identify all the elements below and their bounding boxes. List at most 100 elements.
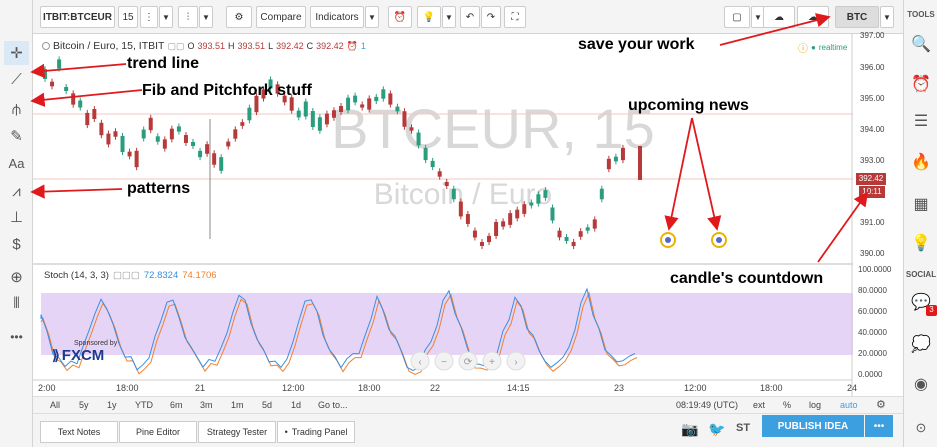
interval-menu-icon[interactable]: ⋮ [140,6,158,28]
patterns-icon[interactable]: ⩘ [12,182,21,200]
axis-option[interactable]: % [783,400,792,410]
range-button[interactable]: All [50,400,61,410]
chevron-down-icon[interactable]: ▼ [159,6,173,28]
range-button[interactable]: Go to... [318,400,348,410]
help-icon[interactable]: ⊙ [915,420,927,435]
candle [324,113,329,125]
chart-style-icon[interactable]: ⫶ [178,6,198,28]
chevron-down-icon[interactable]: ▼ [442,6,456,28]
fib-pitchfork-icon[interactable]: ⫛ [12,100,21,118]
chat-icon[interactable]: 💬 [911,294,931,311]
more-icon[interactable]: ••• [10,330,23,344]
publish-idea-button[interactable]: PUBLISH IDEA [762,415,864,437]
ideas-icon[interactable]: 💡 [911,235,931,252]
utc-clock[interactable]: 08:19:49 (UTC) [676,400,739,410]
watermark: BTCEUR, 15 Bitcoin / Euro [331,97,655,211]
svg-text:›: › [514,357,517,368]
camera-icon[interactable]: 📷 [681,421,699,437]
time-label: 24 [847,383,858,393]
legend-buttons[interactable]: ▢▢ [167,40,185,51]
candle-countdown: 10:11 [859,186,885,198]
range-button[interactable]: 3m [200,400,213,410]
streams-icon[interactable]: ◉ [914,376,928,393]
symbol-input[interactable]: ITBIT:BTCEUR [40,6,115,28]
o-value: 393.51 [197,41,226,51]
hotlist-icon[interactable]: 🔥 [911,154,931,171]
compare-button[interactable]: Compare [256,6,306,28]
chart-nav-buttons[interactable]: ‹ − ⟳ + › [410,351,526,371]
warning-icon[interactable]: ⓘ [798,44,808,55]
watchlist-icon[interactable]: 🔍 [911,36,931,53]
gear-icon[interactable]: ⚙ [876,399,886,411]
candle [134,150,139,168]
alarm-icon[interactable]: ⏰ [911,76,931,93]
alert-add-icon[interactable]: ⏰ [388,6,412,28]
publish-more-button[interactable]: ••• [865,415,893,437]
range-button[interactable]: 1y [107,400,117,410]
tab-trading-panel[interactable]: • Trading Panel [277,421,355,443]
zoom-icon[interactable]: ⊕ [10,269,23,286]
range-button[interactable]: 1m [231,400,244,410]
tab-pine-editor[interactable]: Pine Editor [119,421,197,443]
stoch-label: Stoch (14, 3, 3) [44,270,109,281]
news-icon[interactable]: ☰ [913,113,929,130]
price-tick: 397.00 [860,31,885,40]
annotation-patterns: patterns [127,180,191,197]
chevron-down-icon[interactable]: ▼ [880,6,894,28]
last-candle [638,146,642,180]
tab-strategy-tester[interactable]: Strategy Tester [198,421,276,443]
cloud-load-icon[interactable]: ☁ [763,6,795,28]
measure-icon[interactable]: ⊥ [9,209,24,226]
twitter-icon[interactable]: 🐦 [708,421,726,437]
o-label: O [187,41,195,51]
candle [529,202,534,206]
undo-icon[interactable]: ↶ [460,6,480,28]
brush-icon[interactable]: ✎ [10,128,23,145]
calendar-icon[interactable]: ▦ [913,196,929,213]
axis-option[interactable]: ext [753,400,766,410]
lightbulb-icon[interactable]: 💡 [417,6,441,28]
range-button[interactable]: 5y [79,400,89,410]
dollar-icon[interactable]: $ [12,235,21,253]
chevron-down-icon[interactable]: ▼ [365,6,379,28]
news-markers[interactable] [660,232,727,248]
text-icon[interactable]: Aa [8,155,25,171]
stoch-tick: 20.0000 [858,349,887,358]
candle [388,93,393,105]
range-button[interactable]: 6m [170,400,183,410]
alert-icon[interactable]: ⏰ [346,40,358,51]
trend-line-icon[interactable]: ⟋ [11,70,22,88]
cloud-save-icon[interactable]: ☁ [797,6,829,28]
fullscreen-icon[interactable]: ⛶ [504,6,526,28]
stoch-k-value: 72.8324 [143,270,179,281]
btc-button[interactable]: BTC [835,6,879,28]
legend-dot [42,42,50,50]
sponsored-label: Sponsored by [74,340,118,347]
stoch-buttons[interactable]: ▢▢▢ [112,270,140,281]
chevron-down-icon[interactable]: ▼ [199,6,213,28]
interval-select[interactable]: 15 [118,6,138,28]
layout-icon[interactable]: ▢ [724,6,750,28]
chart-canvas[interactable]: BTCEUR, 15 Bitcoin / Euro ‹ − ⟳ + › [33,34,903,396]
range-button[interactable]: YTD [135,400,153,410]
candle [409,127,414,131]
sponsor-box[interactable]: Sponsored by ⟫ FXCM [52,340,117,364]
axis-option[interactable]: log [809,400,822,410]
gear-icon[interactable]: ⚙ [226,6,252,28]
redo-icon[interactable]: ↷ [481,6,501,28]
range-button[interactable]: 1d [291,400,302,410]
candle [85,112,90,126]
time-label: 18:00 [116,383,139,393]
magnet-icon[interactable]: ⫴ [13,294,20,312]
tab-text-notes[interactable]: Text Notes [40,421,118,443]
c-value: 392.42 [316,41,344,51]
candles [43,56,642,250]
private-chat-icon[interactable]: 💭 [911,336,931,353]
axis-option[interactable]: auto [840,400,858,410]
top-toolbar: ☺ ITBIT:BTCEUR 15 ⋮ ▼ ⫶ ▼ ⚙ Compare Indi… [0,0,937,34]
range-button[interactable]: 5d [262,400,273,410]
crosshair-icon[interactable]: ✛ [4,41,29,65]
stocktwits-icon[interactable]: ST [736,422,751,434]
indicators-button[interactable]: Indicators [310,6,364,28]
candle [599,188,604,200]
